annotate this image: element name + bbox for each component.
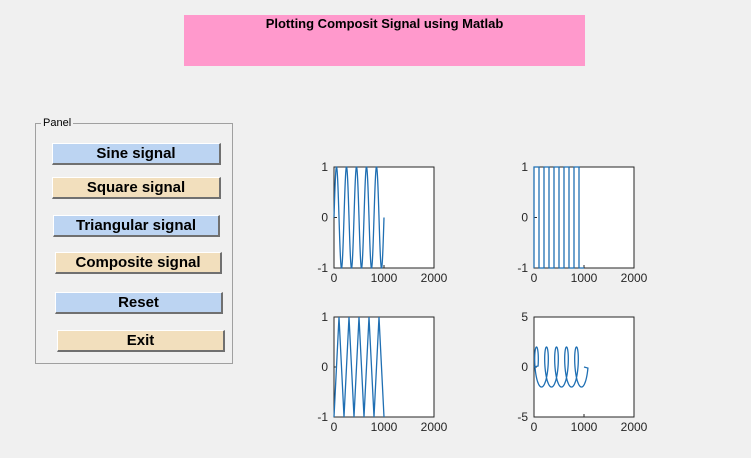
- x-tick-label: 1000: [371, 420, 398, 434]
- plot-2: 0 1000 2000-101: [517, 160, 647, 285]
- plot-4: 0 1000 2000-505: [517, 310, 647, 434]
- signal-line: [333, 316, 385, 418]
- y-tick-label: -5: [517, 410, 528, 424]
- x-tick-label: 2000: [621, 271, 648, 285]
- x-tick-label: 1000: [571, 271, 598, 285]
- y-tick-label: 5: [521, 310, 528, 324]
- x-tick-label: 2000: [621, 420, 648, 434]
- x-tick-label: 1000: [571, 420, 598, 434]
- square-signal-button[interactable]: Square signal: [52, 177, 221, 199]
- triangular-signal-button[interactable]: Triangular signal: [53, 215, 220, 237]
- control-panel: Panel: [35, 117, 233, 364]
- plot-1: 0 1000 2000-101: [317, 160, 447, 285]
- y-tick-label: -1: [317, 410, 328, 424]
- x-tick-label: 1000: [371, 271, 398, 285]
- plot-axes-box: [333, 316, 435, 418]
- y-tick-label: 0: [321, 211, 328, 225]
- y-tick-label: 1: [521, 160, 528, 174]
- signal-line: [333, 166, 385, 269]
- y-tick-label: 0: [521, 360, 528, 374]
- y-tick-label: 0: [321, 360, 328, 374]
- reset-button[interactable]: Reset: [55, 292, 223, 314]
- y-tick-label: 1: [321, 310, 328, 324]
- x-tick-label: 2000: [421, 271, 448, 285]
- x-tick-label: 0: [531, 271, 538, 285]
- x-tick-label: 2000: [421, 420, 448, 434]
- signal-line: [533, 166, 584, 269]
- y-tick-label: -1: [317, 261, 328, 275]
- plot-3: 0 1000 2000-101: [317, 310, 447, 434]
- panel-legend: Panel: [41, 117, 74, 129]
- y-tick-label: 1: [321, 160, 328, 174]
- page-title: Plotting Composit Signal using Matlab: [265, 16, 504, 31]
- x-tick-label: 0: [531, 420, 538, 434]
- x-tick-label: 0: [331, 420, 338, 434]
- signal-line: [533, 346, 589, 388]
- exit-button[interactable]: Exit: [57, 330, 225, 352]
- y-tick-label: 0: [521, 211, 528, 225]
- sine-signal-button[interactable]: Sine signal: [52, 143, 221, 165]
- title-banner: Plotting Composit Signal using Matlab: [184, 15, 585, 66]
- composite-signal-button[interactable]: Composite signal: [55, 252, 222, 274]
- y-tick-label: -1: [517, 261, 528, 275]
- plot-axes-box: [533, 166, 635, 269]
- x-tick-label: 0: [331, 271, 338, 285]
